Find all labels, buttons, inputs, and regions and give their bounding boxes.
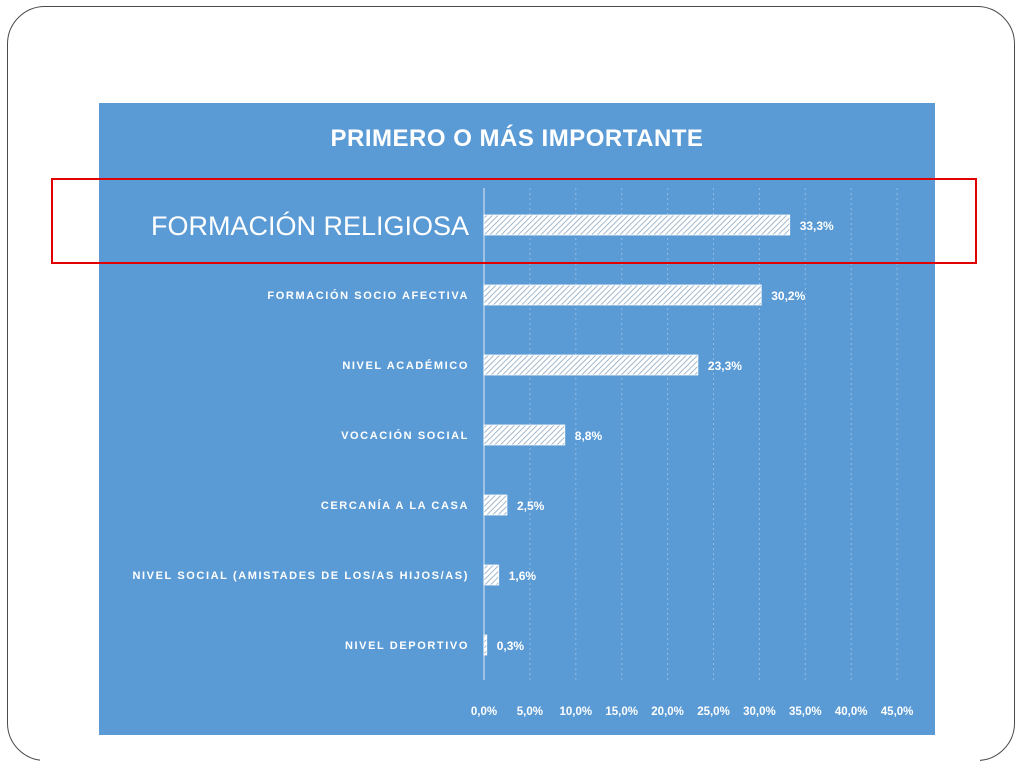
data-label: 33,3%	[800, 219, 834, 233]
chart-panel	[99, 103, 935, 735]
x-tick-label: 25,0%	[697, 706, 730, 718]
bar	[483, 214, 791, 236]
x-tick-label: 5,0%	[517, 706, 543, 718]
category-labels: FORMACIÓN RELIGIOSA FORMACIÓN SOCIO AFECT…	[132, 210, 469, 652]
data-label: 30,2%	[771, 289, 805, 303]
category-label: NIVEL DEPORTIVO	[345, 640, 469, 652]
bar	[483, 284, 762, 306]
category-label: VOCACIÓN SOCIAL	[341, 429, 469, 442]
bar	[483, 354, 699, 376]
x-tick-label: 40,0%	[835, 706, 868, 718]
grid-lines	[483, 188, 898, 680]
bar	[483, 634, 488, 656]
bar	[483, 564, 500, 586]
frame-mask	[40, 745, 980, 768]
category-label: FORMACIÓN SOCIO AFECTIVA	[267, 289, 469, 302]
x-tick-label: 20,0%	[651, 706, 684, 718]
data-label: 8,8%	[575, 429, 603, 443]
data-label: 23,3%	[708, 359, 742, 373]
x-tick-label: 15,0%	[605, 706, 638, 718]
highlight-box	[51, 178, 977, 264]
x-tick-label: 45,0%	[881, 706, 914, 718]
bars	[483, 214, 791, 656]
data-label: 0,3%	[497, 639, 525, 653]
category-label: NIVEL ACADÉMICO	[342, 359, 469, 372]
data-label: 1,6%	[509, 569, 537, 583]
bar	[483, 424, 566, 446]
x-tick-label: 30,0%	[743, 706, 776, 718]
x-tick-label: 10,0%	[559, 706, 592, 718]
category-label: CERCANÍA A LA CASA	[321, 499, 469, 512]
x-tick-label: 0,0%	[471, 706, 497, 718]
category-label: NIVEL SOCIAL (AMISTADES DE LOS/AS HIJOS/…	[132, 570, 469, 582]
chart-title: PRIMERO O MÁS IMPORTANTE	[330, 125, 704, 152]
x-tick-label: 35,0%	[789, 706, 822, 718]
data-label: 2,5%	[517, 499, 545, 513]
x-axis-ticks: 0,0% 5,0% 10,0% 15,0% 20,0% 25,0% 30,0% 35,0% 40…	[471, 706, 914, 718]
data-labels: 33,3% 30,2% 23,3% 8,8% 2,5% 1,6% 0,3%	[497, 219, 834, 653]
category-label: FORMACIÓN RELIGIOSA	[151, 210, 469, 241]
bar	[483, 494, 508, 516]
